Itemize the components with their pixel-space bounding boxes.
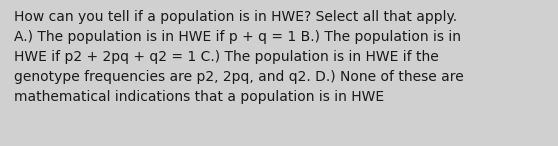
Text: How can you tell if a population is in HWE? Select all that apply.
A.) The popul: How can you tell if a population is in H… <box>14 10 464 104</box>
